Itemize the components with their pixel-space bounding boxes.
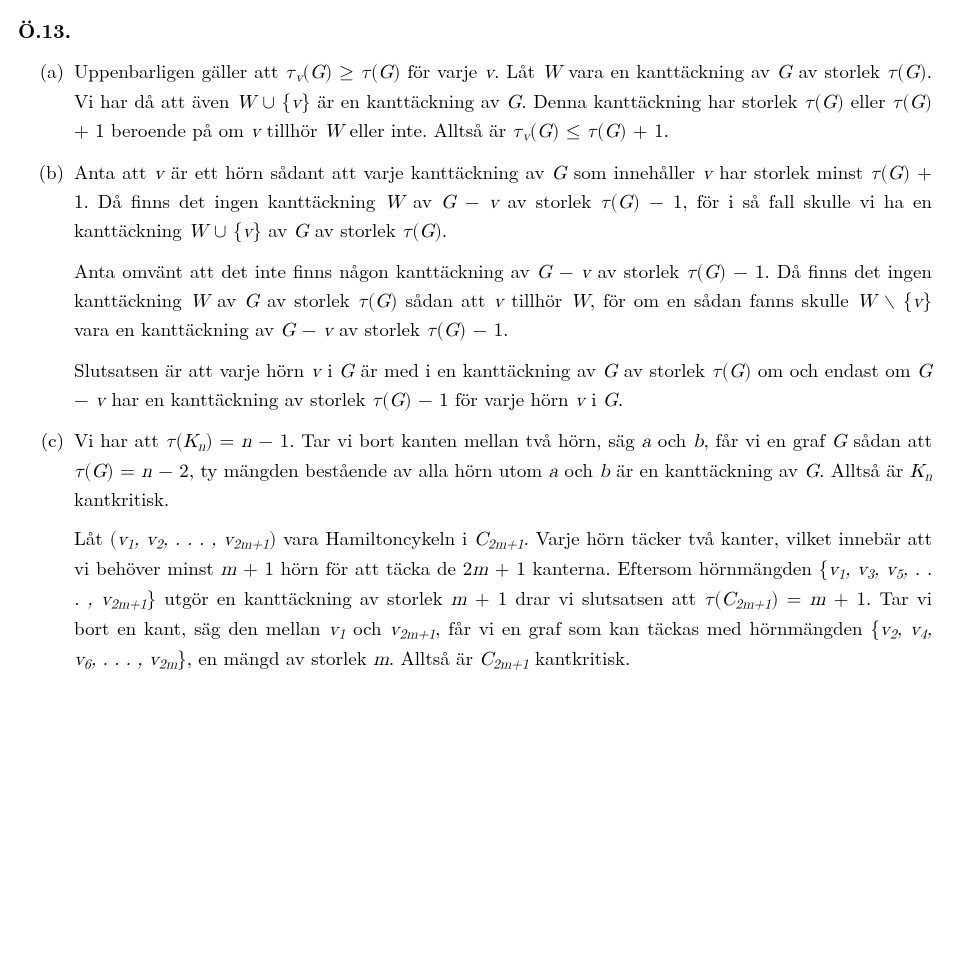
paragraph: Anta att v är ett hörn sådant att varje … [74, 159, 932, 246]
list-item: (a)Uppenbarligen gäller att τv(G) ≥ τ(G)… [18, 58, 932, 147]
item-label: (a) [18, 58, 74, 147]
paragraph: Anta omvänt att det inte finns någon kan… [74, 258, 932, 345]
paragraph: Slutsatsen är att varje hörn v i G är me… [74, 357, 932, 415]
item-label: (c) [18, 427, 74, 675]
paragraph: Låt (v1, v2, . . . , v2m+1) vara Hamilto… [74, 525, 932, 674]
exercise-heading: Ö.13. [18, 16, 932, 44]
paragraph: Uppenbarligen gäller att τv(G) ≥ τ(G) fö… [74, 58, 932, 147]
list-item: (c)Vi har att τ(Kn) = n − 1. Tar vi bort… [18, 427, 932, 675]
item-label: (b) [18, 159, 74, 415]
item-body: Anta att v är ett hörn sådant att varje … [74, 159, 932, 415]
item-list: (a)Uppenbarligen gäller att τv(G) ≥ τ(G)… [18, 58, 932, 674]
item-body: Uppenbarligen gäller att τv(G) ≥ τ(G) fö… [74, 58, 932, 147]
paragraph: Vi har att τ(Kn) = n − 1. Tar vi bort ka… [74, 427, 932, 514]
item-body: Vi har att τ(Kn) = n − 1. Tar vi bort ka… [74, 427, 932, 675]
list-item: (b)Anta att v är ett hörn sådant att var… [18, 159, 932, 415]
